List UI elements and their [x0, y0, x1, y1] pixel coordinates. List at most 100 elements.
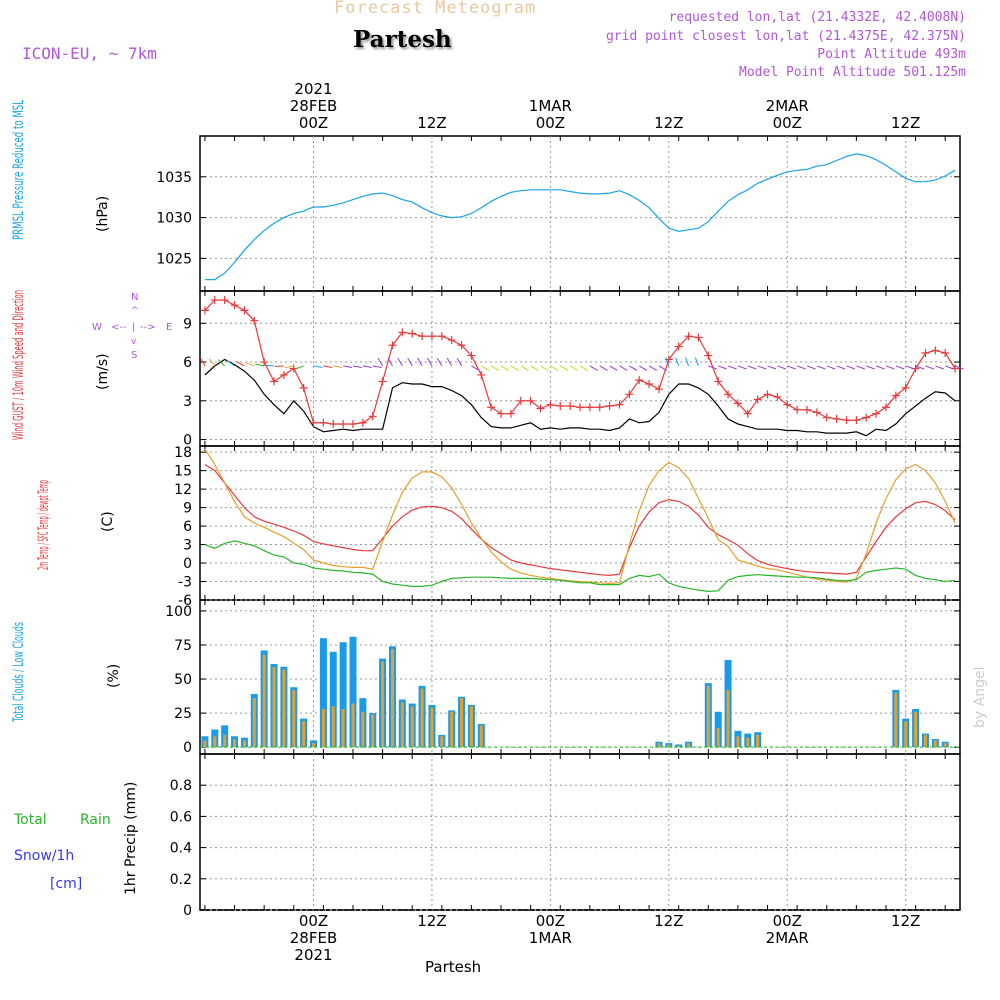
- low-cloud-bar: [736, 736, 740, 748]
- gust-point: [793, 405, 802, 414]
- gust-point: [921, 349, 930, 357]
- low-cloud-bar: [262, 654, 266, 748]
- precip-rain-label: Rain: [80, 812, 111, 828]
- point-altitude: Point Altitude 493m: [817, 47, 966, 62]
- gust-point: [872, 409, 881, 418]
- pressure-unit: (hPa): [95, 196, 111, 232]
- wind-arrow: [540, 365, 549, 371]
- svg-text:v: v: [131, 337, 137, 347]
- gust-point: [378, 377, 387, 386]
- gust-point: [931, 346, 940, 355]
- wind-arrow: [236, 361, 245, 367]
- low-cloud-bar: [460, 698, 464, 748]
- time-label-top: 00Z: [773, 114, 802, 132]
- wind-label: Wind GUST / 10m Wind Speed and Direction: [11, 290, 27, 440]
- precip-cm-label: [cm]: [50, 876, 82, 892]
- y-tick-label: 1035: [156, 170, 192, 186]
- total-cloud-bar: [349, 636, 357, 748]
- gust-point: [783, 400, 792, 409]
- gust-point: [576, 403, 584, 412]
- wind-arrow: [560, 365, 569, 371]
- low-cloud-bar: [233, 739, 237, 748]
- gust-point: [230, 301, 239, 310]
- low-cloud-bar: [331, 706, 335, 748]
- y-tick-label: 0.2: [170, 872, 192, 888]
- temp-unit: (C): [100, 511, 116, 532]
- gust-point: [635, 376, 644, 385]
- wind-arrow: [226, 360, 235, 367]
- gust-point: [556, 401, 565, 410]
- low-cloud-bar: [726, 689, 730, 748]
- wind-arrow: [208, 358, 216, 367]
- svg-text:^: ^: [131, 306, 139, 316]
- wind-arrow: [954, 365, 964, 370]
- y-tick-label: 0.8: [170, 778, 192, 794]
- gust-point: [862, 413, 871, 422]
- time-label-bottom: 12Z: [654, 912, 683, 930]
- wind-arrow: [648, 365, 658, 371]
- gust-point: [497, 409, 506, 418]
- gust-point: [388, 341, 397, 350]
- gust-point: [714, 377, 723, 386]
- wind-arrow: [520, 365, 529, 371]
- wind-arrow: [747, 365, 757, 370]
- low-cloud-bar: [933, 740, 937, 748]
- pressure-line: [204, 153, 956, 281]
- wind-arrow: [816, 365, 826, 370]
- compass-s: S: [131, 350, 137, 361]
- time-label-bottom: 28FEB: [290, 929, 337, 947]
- wind-arrow: [313, 365, 323, 368]
- wind-arrow: [806, 365, 816, 370]
- compass-n: N: [131, 292, 138, 303]
- time-label-top: 00Z: [299, 114, 328, 132]
- low-cloud-bar: [420, 688, 424, 748]
- wind-arrow: [727, 365, 737, 370]
- y-tick-label: 6: [183, 519, 192, 535]
- time-label-top: 2MAR: [766, 97, 809, 115]
- low-cloud-bar: [904, 721, 908, 748]
- wind-arrow: [708, 365, 717, 370]
- low-cloud-bar: [361, 711, 365, 748]
- y-tick-label: 50: [174, 672, 192, 688]
- wind-arrow: [675, 357, 680, 367]
- gust-point: [625, 390, 634, 399]
- gust-point: [763, 390, 772, 399]
- gust-point: [822, 413, 831, 422]
- wind-arrow: [609, 365, 618, 371]
- wind-arrow: [343, 365, 353, 368]
- wind-arrow: [875, 365, 885, 370]
- low-cloud-bar: [479, 725, 483, 748]
- y-tick-label: 18: [174, 445, 192, 461]
- low-cloud-bar: [321, 709, 325, 748]
- gust-point: [467, 351, 476, 360]
- low-cloud-bar: [430, 707, 434, 748]
- time-label-top: 2021: [294, 80, 332, 98]
- y-tick-label: 0: [183, 433, 192, 449]
- low-cloud-bar: [282, 669, 286, 748]
- time-label-bottom: 12Z: [891, 912, 920, 930]
- gust-point: [447, 336, 456, 345]
- gust-point: [704, 351, 713, 360]
- low-cloud-bar: [716, 728, 720, 748]
- gust-point: [408, 329, 417, 338]
- gust-point: [901, 383, 910, 392]
- wind-arrow: [589, 365, 598, 371]
- low-cloud-bar: [371, 714, 375, 748]
- temp-label: 2m Temp / SFC Temp / dewpt Temp: [36, 480, 52, 570]
- precip-total-label: Total: [13, 812, 47, 828]
- wind-arrow: [757, 365, 767, 370]
- time-label-top: 00Z: [536, 114, 565, 132]
- wind-arrow: [885, 365, 895, 370]
- wind-arrow: [579, 365, 589, 371]
- precip-label: 1hr Precip (mm): [123, 782, 139, 895]
- wind-arrow: [638, 365, 648, 371]
- gust-point: [516, 396, 525, 405]
- low-cloud-bar: [706, 685, 710, 748]
- low-cloud-bar: [203, 740, 207, 748]
- time-label-bottom: 2021: [294, 946, 332, 964]
- time-label-bottom: 2MAR: [766, 929, 809, 947]
- gust-point: [842, 416, 851, 425]
- y-tick-label: 3: [183, 538, 192, 554]
- gust-point: [329, 420, 338, 429]
- temp2m-line: [204, 463, 956, 577]
